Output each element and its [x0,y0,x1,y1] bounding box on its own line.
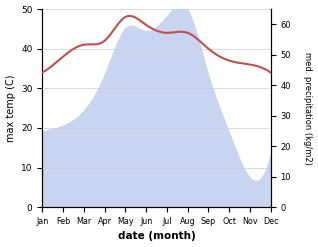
Y-axis label: med. precipitation (kg/m2): med. precipitation (kg/m2) [303,52,313,165]
X-axis label: date (month): date (month) [118,231,195,242]
Y-axis label: max temp (C): max temp (C) [5,74,16,142]
